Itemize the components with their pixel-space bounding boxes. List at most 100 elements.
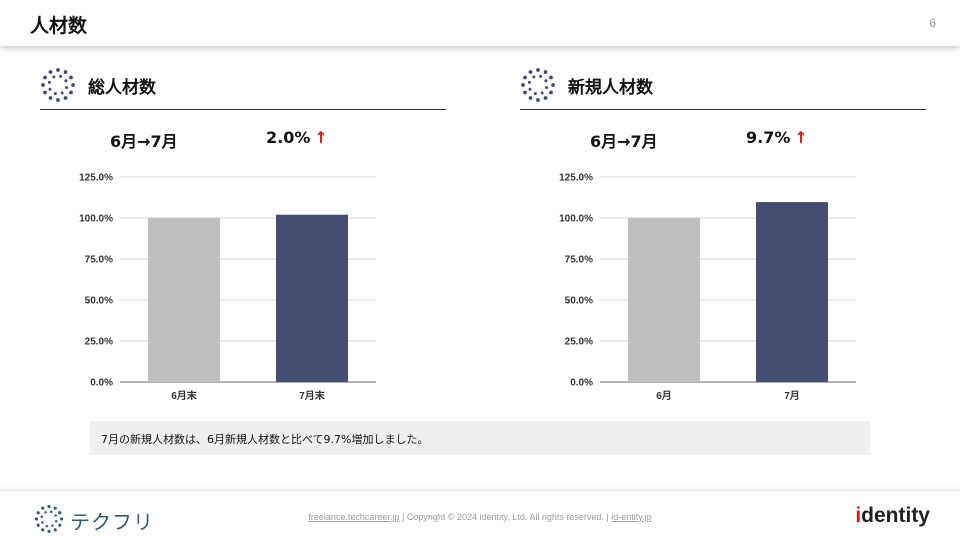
dot bbox=[527, 80, 531, 84]
dot bbox=[63, 96, 68, 100]
page-number: 6 bbox=[929, 16, 936, 30]
dot bbox=[45, 524, 49, 528]
period-label: 6月→7月 bbox=[590, 132, 658, 151]
dot bbox=[532, 75, 536, 79]
dot bbox=[56, 98, 60, 102]
dot bbox=[52, 75, 56, 79]
dot bbox=[59, 74, 63, 78]
y-tick-label: 125.0% bbox=[559, 173, 593, 184]
panel-title: 総人材数 bbox=[88, 78, 156, 98]
y-tick-label: 75.0% bbox=[85, 255, 113, 266]
dot bbox=[49, 510, 53, 514]
dot bbox=[53, 528, 57, 532]
slide-header: 人材数 6 bbox=[0, 0, 960, 46]
dot bbox=[54, 514, 57, 517]
dot bbox=[47, 80, 51, 84]
dot bbox=[51, 524, 54, 527]
dot bbox=[41, 83, 45, 87]
dot bbox=[48, 70, 53, 74]
techfuri-logo-icon bbox=[34, 504, 64, 534]
dot bbox=[65, 86, 69, 90]
dot bbox=[54, 519, 58, 523]
change-row: 6月→7月 9.7% ↑ bbox=[520, 128, 926, 152]
dot bbox=[549, 75, 553, 80]
x-tick-label: 7月末 bbox=[299, 389, 326, 402]
y-tick-label: 25.0% bbox=[85, 337, 113, 348]
dot bbox=[47, 529, 51, 534]
footer-separator: | bbox=[606, 512, 609, 522]
dot bbox=[543, 70, 548, 74]
dot bbox=[48, 87, 52, 91]
dots-circle-icon bbox=[521, 68, 555, 102]
y-tick-label: 50.0% bbox=[85, 296, 113, 307]
identity-logo-rest: dentity bbox=[861, 504, 930, 527]
dot bbox=[53, 92, 57, 96]
dot bbox=[60, 91, 64, 95]
dot bbox=[63, 70, 68, 74]
dot bbox=[43, 75, 47, 80]
dot bbox=[36, 511, 40, 515]
footer-copyright: freelance.techcareer.jp | Copyright © 20… bbox=[0, 512, 960, 522]
x-tick-label: 6月 bbox=[656, 390, 672, 402]
identity-logo-initial: i bbox=[855, 504, 862, 527]
dot bbox=[64, 79, 68, 83]
dots-circle-icon bbox=[41, 68, 75, 102]
dot bbox=[36, 523, 40, 527]
slide-title: 人材数 bbox=[30, 15, 88, 37]
bar-chart: 0.0% 25.0% 50.0% 75.0% 100.0% 125.0% 6月末 7月末 bbox=[79, 173, 376, 402]
dot bbox=[48, 96, 53, 100]
period-label: 6月→7月 bbox=[110, 132, 178, 151]
dot bbox=[528, 87, 532, 91]
up-arrow-icon: ↑ bbox=[794, 128, 808, 147]
dot bbox=[528, 96, 533, 100]
dot bbox=[56, 68, 60, 72]
dot bbox=[521, 83, 525, 87]
panel-total-talent: 総人材数 6月→7月 2.0% ↑ 0.0% 25.0% 50.0% 75.0% 100.… bbox=[40, 64, 446, 402]
dot bbox=[69, 90, 73, 95]
dot bbox=[544, 79, 548, 83]
footer-link-identity[interactable]: id-entity.jp bbox=[611, 512, 652, 522]
footer-brand: テクフリ bbox=[70, 510, 154, 534]
dot bbox=[533, 92, 537, 96]
change-row: 6月→7月 2.0% ↑ bbox=[40, 128, 446, 152]
dot bbox=[536, 68, 540, 72]
bar bbox=[276, 214, 348, 382]
footer: テクフリ freelance.techcareer.jp | Copyright… bbox=[0, 490, 960, 540]
bar bbox=[756, 202, 828, 382]
growth-rate: 9.7% ↑ bbox=[746, 128, 808, 147]
dot bbox=[59, 517, 64, 521]
y-tick-label: 0.0% bbox=[570, 378, 593, 389]
y-tick-label: 125.0% bbox=[79, 173, 113, 184]
y-tick-label: 75.0% bbox=[565, 255, 593, 266]
dot bbox=[523, 90, 527, 95]
dot bbox=[34, 517, 39, 521]
bar bbox=[148, 218, 220, 382]
dot bbox=[549, 90, 553, 95]
dot bbox=[43, 90, 47, 95]
growth-rate-value: 2.0% bbox=[266, 128, 311, 147]
up-arrow-icon: ↑ bbox=[314, 128, 328, 147]
dot bbox=[47, 504, 51, 509]
bar bbox=[628, 218, 700, 382]
y-tick-label: 100.0% bbox=[79, 214, 113, 225]
panel-header: 総人材数 bbox=[40, 64, 446, 110]
dot bbox=[540, 91, 544, 95]
panel-header: 新規人材数 bbox=[520, 64, 926, 110]
dot bbox=[53, 506, 57, 510]
dot bbox=[545, 86, 549, 90]
x-tick-label: 6月末 bbox=[171, 389, 198, 402]
dot bbox=[71, 83, 75, 87]
footer-link-techcareer[interactable]: freelance.techcareer.jp bbox=[308, 512, 400, 522]
bar-chart: 0.0% 25.0% 50.0% 75.0% 100.0% 125.0% 6月 7月 bbox=[559, 173, 856, 402]
x-tick-label: 7月 bbox=[784, 390, 800, 402]
dot bbox=[58, 523, 62, 527]
identity-logo: identity bbox=[855, 504, 930, 528]
growth-rate: 2.0% ↑ bbox=[266, 128, 328, 147]
panel-title: 新規人材数 bbox=[568, 78, 653, 98]
y-tick-label: 0.0% bbox=[90, 378, 113, 389]
panel-new-talent: 新規人材数 6月→7月 9.7% ↑ 0.0% 25.0% 50.0% 75.0% 100… bbox=[520, 64, 926, 402]
dot bbox=[40, 515, 44, 519]
dot bbox=[41, 521, 44, 524]
growth-rate-value: 9.7% bbox=[746, 128, 791, 147]
y-tick-label: 25.0% bbox=[565, 337, 593, 348]
